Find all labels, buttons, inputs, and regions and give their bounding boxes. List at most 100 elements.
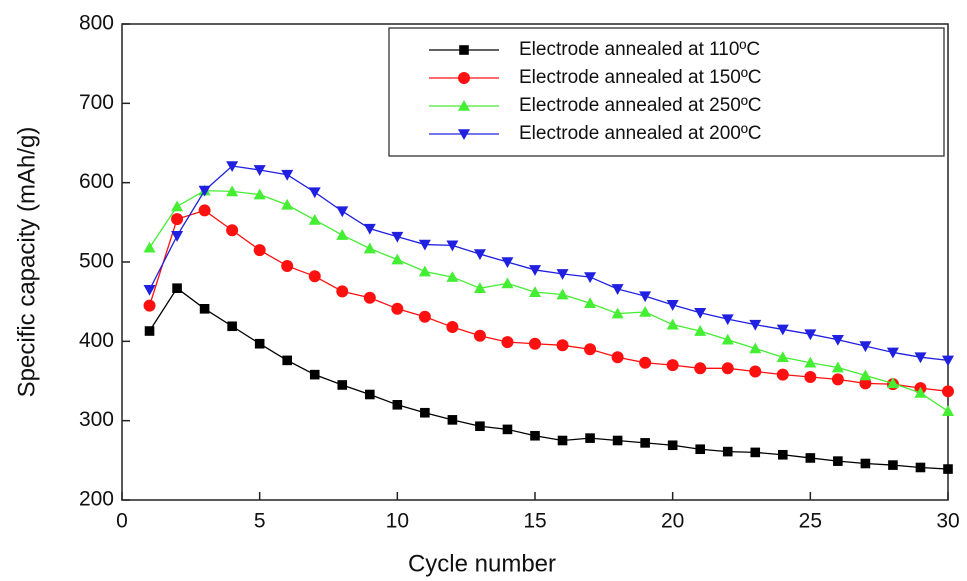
marker bbox=[420, 407, 430, 418]
y-tick-label: 400 bbox=[79, 329, 114, 352]
marker bbox=[253, 165, 266, 176]
marker bbox=[776, 324, 789, 336]
x-tick-label: 30 bbox=[936, 510, 959, 533]
marker bbox=[198, 204, 211, 217]
legend-label: Electrode annealed at 200ºC bbox=[519, 123, 762, 144]
marker bbox=[143, 284, 156, 296]
marker bbox=[458, 100, 470, 111]
marker bbox=[666, 359, 679, 372]
marker bbox=[750, 447, 761, 458]
marker bbox=[473, 329, 486, 342]
y-tick-label: 200 bbox=[79, 488, 114, 511]
marker bbox=[942, 355, 954, 367]
marker bbox=[721, 333, 734, 345]
marker bbox=[171, 200, 184, 212]
marker bbox=[281, 169, 294, 181]
marker bbox=[446, 271, 459, 282]
marker bbox=[694, 325, 707, 336]
marker bbox=[172, 283, 182, 293]
marker bbox=[639, 291, 652, 303]
x-tick-label: 25 bbox=[799, 510, 822, 533]
marker bbox=[418, 310, 431, 323]
x-tick-label: 15 bbox=[523, 510, 546, 533]
marker bbox=[694, 307, 707, 319]
x-axis-title: Cycle number bbox=[408, 550, 556, 577]
y-tick-label: 600 bbox=[79, 170, 114, 193]
marker bbox=[585, 433, 595, 443]
marker bbox=[639, 305, 652, 317]
marker bbox=[171, 213, 184, 226]
marker bbox=[776, 351, 789, 362]
legend-label: Electrode annealed at 110ºC bbox=[519, 39, 760, 60]
x-tick-label: 20 bbox=[661, 510, 684, 533]
marker bbox=[418, 239, 431, 251]
marker bbox=[942, 385, 954, 398]
marker bbox=[308, 270, 321, 283]
marker bbox=[556, 288, 569, 300]
marker bbox=[254, 338, 265, 349]
marker bbox=[336, 285, 349, 298]
marker bbox=[253, 244, 266, 257]
y-tick-label: 800 bbox=[79, 12, 114, 35]
marker bbox=[459, 45, 469, 55]
marker bbox=[501, 336, 514, 349]
marker bbox=[804, 371, 817, 384]
marker bbox=[722, 446, 733, 457]
marker bbox=[667, 440, 678, 451]
marker bbox=[749, 342, 762, 354]
legend-label: Electrode annealed at 150ºC bbox=[519, 67, 762, 88]
marker bbox=[502, 424, 513, 435]
marker bbox=[639, 356, 652, 369]
marker bbox=[721, 362, 734, 375]
marker bbox=[473, 249, 486, 261]
marker bbox=[226, 224, 239, 237]
marker bbox=[363, 291, 376, 304]
marker bbox=[281, 259, 294, 272]
x-tick-label: 5 bbox=[254, 510, 266, 533]
marker bbox=[226, 185, 239, 197]
marker bbox=[640, 438, 650, 448]
marker bbox=[501, 257, 514, 268]
marker bbox=[143, 299, 156, 312]
marker bbox=[666, 300, 679, 311]
y-tick-label: 300 bbox=[79, 408, 114, 431]
marker bbox=[749, 365, 762, 378]
marker bbox=[529, 286, 541, 297]
x-tick-label: 0 bbox=[116, 510, 128, 533]
marker bbox=[337, 380, 348, 390]
x-tick-label: 10 bbox=[386, 510, 409, 533]
marker bbox=[831, 373, 844, 386]
marker bbox=[584, 272, 597, 284]
marker bbox=[804, 356, 817, 368]
marker bbox=[308, 213, 321, 225]
marker bbox=[530, 430, 540, 441]
marker bbox=[805, 453, 816, 463]
marker bbox=[199, 304, 210, 314]
legend-box bbox=[388, 27, 945, 157]
marker bbox=[336, 229, 349, 240]
marker bbox=[860, 458, 871, 469]
series-line bbox=[148, 165, 949, 362]
series-line bbox=[148, 209, 949, 392]
marker bbox=[391, 302, 404, 315]
marker bbox=[529, 337, 541, 350]
series-line bbox=[148, 189, 949, 412]
marker bbox=[363, 223, 376, 235]
marker bbox=[695, 444, 705, 455]
marker bbox=[226, 161, 239, 173]
marker bbox=[831, 361, 844, 373]
marker bbox=[584, 343, 597, 356]
marker bbox=[943, 464, 953, 474]
marker bbox=[886, 347, 899, 359]
marker bbox=[529, 265, 541, 276]
marker bbox=[227, 321, 237, 332]
marker bbox=[776, 368, 789, 381]
marker bbox=[447, 415, 458, 425]
marker bbox=[888, 460, 898, 470]
marker bbox=[557, 435, 568, 446]
marker bbox=[915, 462, 926, 473]
marker bbox=[556, 269, 569, 280]
marker bbox=[612, 435, 623, 446]
marker bbox=[914, 386, 927, 398]
marker bbox=[391, 231, 404, 243]
